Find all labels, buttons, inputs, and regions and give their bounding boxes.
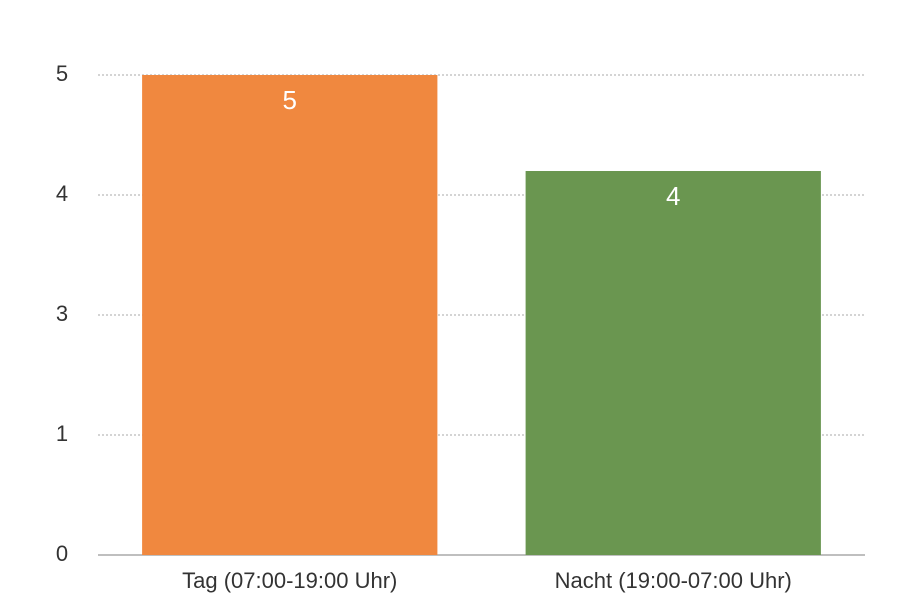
y-tick-label: 0 [56, 541, 68, 566]
y-tick-label: 3 [56, 301, 68, 326]
value-label: 4 [666, 181, 680, 211]
bar [525, 171, 821, 555]
value-label: 5 [283, 85, 297, 115]
x-tick-label: Tag (07:00-19:00 Uhr) [182, 568, 397, 593]
y-tick-label: 4 [56, 181, 68, 206]
y-tick-label: 5 [56, 61, 68, 86]
y-tick-label: 1 [56, 421, 68, 446]
x-tick-label: Nacht (19:00-07:00 Uhr) [555, 568, 792, 593]
bar [142, 75, 438, 555]
